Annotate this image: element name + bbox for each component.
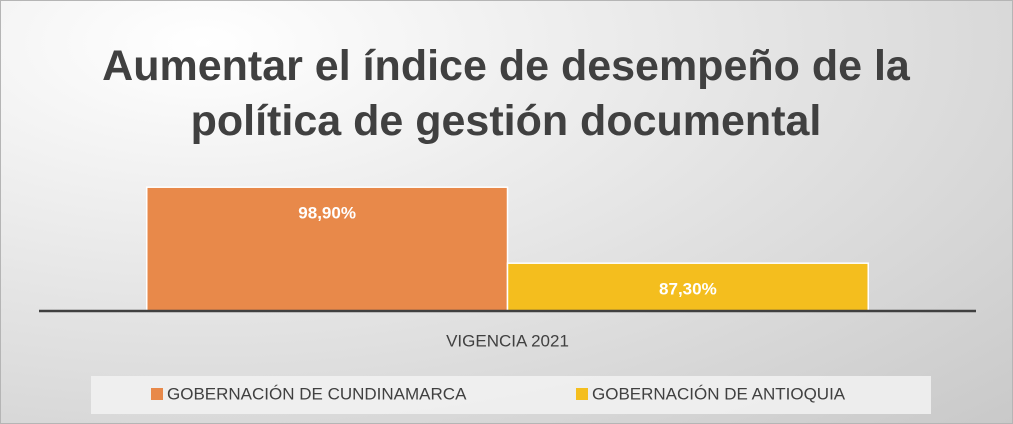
chart-title: Aumentar el índice de desempeño de la po… [102,42,910,145]
legend-box [91,376,931,414]
data-label: 87,30% [659,280,717,299]
legend-label: GOBERNACIÓN DE CUNDINAMARCA [167,384,467,403]
legend-swatch [576,388,588,400]
legend-swatch [151,388,163,400]
bar [146,186,509,312]
x-tick-label: VIGENCIA 2021 [446,331,569,350]
legend-label: GOBERNACIÓN DE ANTIOQUIA [592,384,846,403]
data-label: 98,90% [298,204,356,223]
